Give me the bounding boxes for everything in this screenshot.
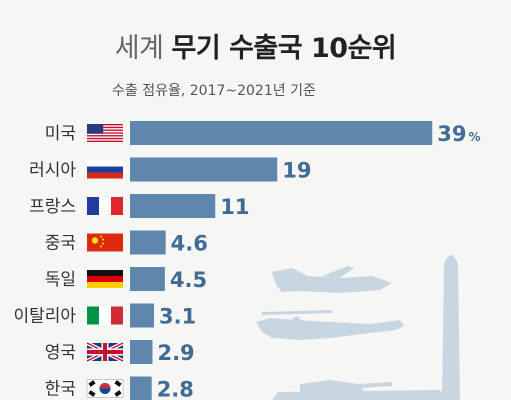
france-flag-icon bbox=[87, 197, 123, 215]
chart-subtitle: 수출 점유율, 2017~2021년 기준 bbox=[112, 83, 316, 99]
italy-flag-icon bbox=[87, 306, 123, 325]
value-label: 2.9 bbox=[157, 341, 194, 365]
weapons-silhouette-icon bbox=[256, 255, 460, 400]
bar bbox=[130, 340, 153, 364]
bar bbox=[130, 376, 152, 400]
chart-title-light: 세계 bbox=[114, 33, 164, 64]
value-label: 4.6 bbox=[171, 232, 208, 256]
value-label: 3.1 bbox=[159, 305, 196, 329]
category-label: 한국 bbox=[45, 380, 76, 400]
uk-flag-icon bbox=[86, 341, 124, 363]
chart-title: 세계 무기 수출국 10순위 bbox=[0, 26, 511, 65]
bar bbox=[130, 303, 155, 328]
value-unit: % bbox=[468, 130, 480, 144]
russia-flag-icon bbox=[87, 160, 123, 179]
value-label: 19 bbox=[282, 159, 311, 183]
china-flag-icon bbox=[87, 233, 123, 252]
bar bbox=[130, 267, 165, 291]
bar bbox=[130, 157, 278, 182]
bar bbox=[130, 230, 166, 255]
germany-flag-icon bbox=[87, 270, 123, 288]
value-label: 2.8 bbox=[157, 378, 194, 400]
category-label: 영국 bbox=[45, 343, 76, 363]
category-label: 이탈리아 bbox=[13, 307, 76, 327]
category-label: 러시아 bbox=[29, 161, 76, 181]
bar bbox=[130, 121, 433, 145]
category-label: 독일 bbox=[45, 270, 76, 290]
category-label: 중국 bbox=[45, 234, 76, 254]
korea-flag-icon bbox=[86, 379, 124, 398]
category-label: 프랑스 bbox=[29, 197, 76, 217]
value-label: 39% bbox=[437, 122, 480, 146]
category-label: 미국 bbox=[45, 124, 76, 144]
value-label: 4.5 bbox=[170, 268, 207, 292]
value-label: 11 bbox=[220, 195, 249, 219]
chart-title-bold: 무기 수출국 10순위 bbox=[171, 33, 397, 64]
bar bbox=[130, 194, 216, 218]
us-flag-icon bbox=[87, 124, 123, 142]
